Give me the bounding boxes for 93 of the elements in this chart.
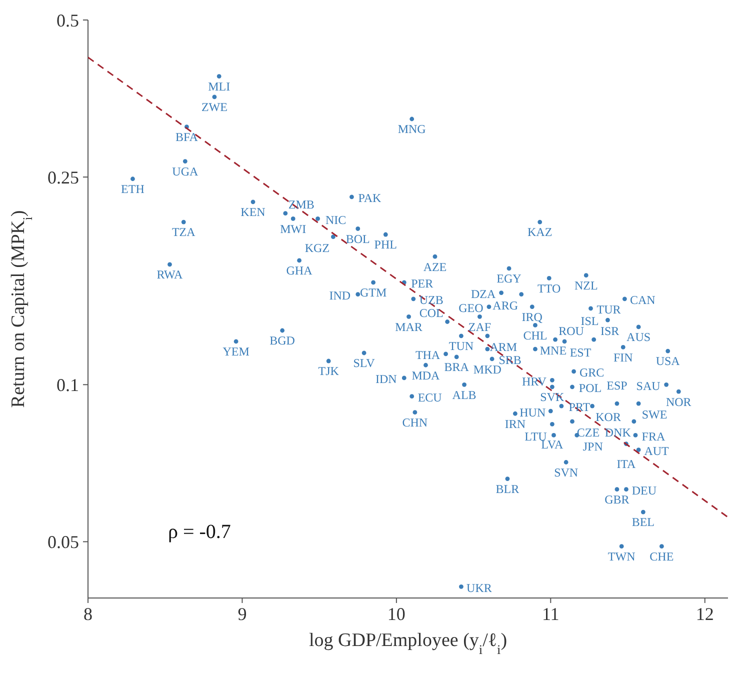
data-label: TZA: [172, 225, 196, 240]
x-tick-label: 11: [542, 604, 560, 624]
data-label: NOR: [666, 394, 692, 409]
data-label: BFA: [175, 130, 198, 144]
data-label: USA: [656, 354, 680, 368]
data-label: COL: [419, 306, 444, 320]
y-tick-label: 0.1: [56, 375, 79, 396]
data-label: HRV: [522, 374, 547, 388]
data-label: EGY: [496, 272, 522, 286]
data-label: CHE: [650, 549, 674, 564]
data-label: ISR: [600, 324, 620, 338]
data-label: TUN: [448, 339, 474, 354]
data-label: MDA: [412, 368, 440, 382]
data-label: ZMB: [288, 198, 314, 212]
data-label: IRN: [504, 416, 526, 431]
data-label: GBR: [604, 492, 630, 507]
data-label: ARM: [490, 340, 518, 354]
data-label: FIN: [613, 350, 634, 364]
data-label: KOR: [596, 410, 621, 424]
data-label: TTO: [538, 281, 561, 296]
y-tick-label: 0.25: [48, 167, 79, 188]
data-label: GHA: [286, 264, 313, 278]
data-label: MWI: [280, 222, 306, 236]
data-label: UKR: [466, 580, 492, 595]
data-label: GRC: [579, 366, 604, 380]
data-label: TJK: [318, 364, 340, 378]
data-label: IDN: [375, 372, 398, 386]
data-label: ESP: [606, 378, 628, 393]
data-label: YEM: [222, 344, 250, 359]
data-label: AZE: [423, 260, 447, 274]
data-label: SAU: [636, 378, 661, 393]
data-label: PAK: [358, 191, 382, 206]
data-label: IRQ: [522, 310, 543, 324]
data-label: ZAF: [468, 320, 492, 334]
data-label: UZB: [419, 293, 444, 308]
data-label: ECU: [418, 390, 442, 404]
data-label: BOL: [346, 232, 370, 246]
x-tick-label: 10: [387, 604, 406, 624]
data-label: NIC: [325, 212, 346, 227]
data-label: PRT: [568, 400, 591, 414]
x-axis-title: log GDP/Employee (y$_{i}$/ℓ$_{i}$): [308, 630, 508, 656]
data-label: AUS: [626, 330, 651, 344]
annotation: ρ = -0.7: [168, 521, 231, 543]
data-label: CHL: [523, 328, 548, 342]
data-label: BLR: [496, 482, 520, 496]
x-tick-label: 8: [84, 604, 92, 624]
data-label: CAN: [630, 293, 656, 308]
data-label: SWE: [642, 408, 668, 422]
data-label: ETH: [121, 182, 145, 196]
data-label: KAZ: [528, 225, 552, 240]
data-label: GTM: [360, 286, 387, 300]
data-label: SLV: [353, 356, 376, 370]
y-tick-label: 0.05: [48, 532, 79, 552]
data-label: PER: [411, 276, 434, 291]
data-label: FRA: [642, 429, 666, 444]
data-label: UGA: [172, 164, 198, 178]
data-label: ZWE: [201, 100, 228, 114]
data-label: NZL: [574, 278, 598, 293]
data-label: DEU: [632, 484, 657, 498]
data-label: MAR: [395, 320, 422, 334]
data-label: PHL: [374, 238, 397, 252]
data-label: POL: [578, 381, 602, 396]
data-label: RWA: [156, 268, 184, 282]
data-label: TWN: [608, 549, 636, 564]
data-label: CZE: [576, 426, 600, 440]
data-label: JPN: [582, 439, 604, 454]
data-label: GEO: [458, 301, 484, 316]
data-label: CHN: [402, 416, 428, 430]
data-label: KGZ: [304, 241, 330, 256]
data-label: BEL: [632, 515, 655, 530]
data-label: THA: [415, 348, 440, 362]
data-label: LTU: [524, 429, 548, 444]
data-label: DZA: [470, 286, 496, 301]
data-label: MNG: [398, 122, 426, 136]
data-label: IND: [329, 288, 351, 303]
x-tick-label: 12: [696, 604, 714, 624]
data-label: BRA: [444, 360, 470, 374]
data-label: ITA: [616, 457, 636, 472]
data-label: BGD: [270, 334, 296, 348]
data-label: SVN: [554, 465, 578, 480]
data-label: MNE: [540, 343, 567, 358]
y-tick-label: 0.5: [56, 10, 79, 30]
data-label: DNK: [604, 426, 632, 440]
data-label: SVK: [540, 390, 565, 404]
data-label: MLI: [208, 79, 230, 94]
data-label: EST: [570, 346, 592, 360]
data-label: ALB: [452, 388, 476, 402]
data-label: AUT: [644, 444, 670, 458]
data-label: HUN: [520, 405, 546, 420]
data-label: ARG: [492, 298, 518, 313]
data-label: KEN: [240, 205, 266, 220]
data-label: TUR: [596, 302, 621, 317]
x-tick-label: 9: [238, 604, 247, 624]
